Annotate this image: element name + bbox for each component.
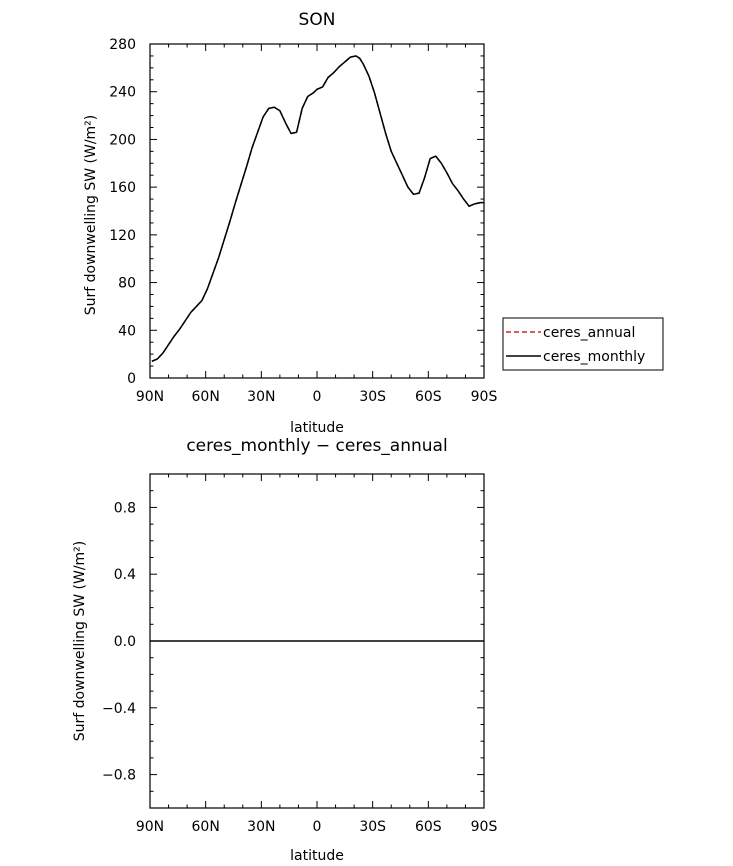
bottom-x-tick-label: 90N [136,819,164,835]
top-x-axis-label: latitude [290,420,344,436]
top-x-tick-label: 90S [471,389,498,405]
top-y-tick-label: 40 [118,323,136,339]
top-ticks: 90N 60N 30N 0 30S 60S 90S 0 40 80 120 160 200 240 280 [109,37,497,405]
top-x-tick-label: 60N [192,389,220,405]
bottom-plot-frame [149,473,485,809]
bottom-x-tick-label: 0 [313,819,322,835]
legend-label-ceres-monthly: ceres_monthly [543,349,645,365]
bottom-y-tick-label: 0.8 [114,500,136,516]
top-y-tick-label: 120 [109,228,136,244]
top-x-tick-label: 30N [247,389,275,405]
top-x-tick-label: 90N [136,389,164,405]
bottom-y-tick-label: −0.8 [102,768,136,784]
legend-box [502,317,664,371]
bottom-chart-title: ceres_monthly − ceres_annual [186,436,447,456]
bottom-y-axis-label: Surf downwelling SW (W/m²) [72,541,88,742]
top-y-axis-label: Surf downwelling SW (W/m²) [83,115,99,316]
bottom-x-axis-label: latitude [290,848,344,864]
top-y-tick-label: 0 [127,371,136,387]
top-y-tick-label: 200 [109,132,136,148]
top-x-tick-label: 0 [313,389,322,405]
top-y-tick-label: 240 [109,85,136,101]
top-x-tick-label: 60S [415,389,442,405]
top-x-tick-label: 30S [359,389,386,405]
legend-label-ceres-annual: ceres_annual [543,325,635,341]
bottom-ticks: 90N 60N 30N 0 30S 60S 90S −0.8 −0.4 0.0 0.4 0.8 [102,473,498,835]
bottom-x-tick-label: 30S [359,819,386,835]
top-y-tick-label: 160 [109,180,136,196]
legend: ceres_annual ceres_monthly [502,317,664,371]
bottom-y-tick-label: −0.4 [102,701,136,717]
bottom-x-tick-label: 60S [415,819,442,835]
top-series-ceres-annual-line [151,55,484,362]
top-y-tick-label: 80 [118,276,136,292]
bottom-chart: ceres_monthly − ceres_annual latitude Su… [72,436,497,864]
top-chart: SON latitude Surf downwelling SW (W/m²) … [83,10,497,436]
bottom-y-tick-label: 0.0 [114,634,136,650]
top-series [151,55,484,362]
bottom-x-tick-label: 30N [247,819,275,835]
top-y-tick-label: 280 [109,37,136,53]
bottom-x-tick-label: 60N [192,819,220,835]
top-series-ceres-monthly-line [151,55,484,362]
top-plot-frame [149,43,485,379]
bottom-y-tick-label: 0.4 [114,567,136,583]
bottom-x-tick-label: 90S [471,819,498,835]
top-chart-title: SON [299,10,336,30]
